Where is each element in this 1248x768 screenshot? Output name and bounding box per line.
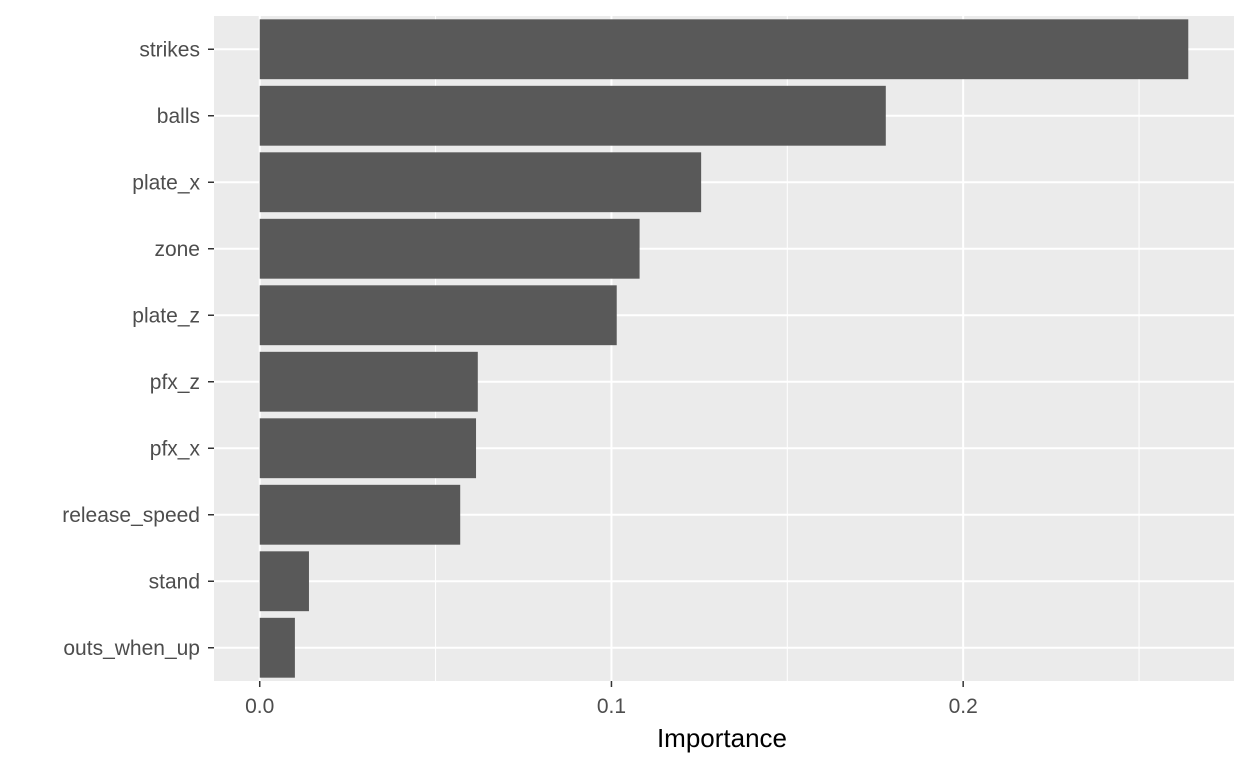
y-tick-label: plate_z: [132, 304, 200, 327]
x-axis: 0.0 0.1 0.2: [245, 681, 978, 718]
bar-plate-x: [259, 152, 702, 213]
y-tick-label: plate_x: [132, 171, 200, 194]
bar-zone: [259, 218, 640, 279]
bar-pfx-x: [259, 418, 477, 479]
x-tick-label: 0.1: [597, 695, 626, 718]
x-axis-title: Importance: [657, 723, 787, 753]
bar-outs-when-up: [259, 617, 295, 678]
y-tick-label: balls: [157, 105, 200, 128]
y-tick-label: pfx_z: [150, 371, 200, 394]
y-tick-label: outs_when_up: [63, 637, 200, 660]
x-tick-label: 0.2: [949, 695, 978, 718]
x-tick-label: 0.0: [245, 695, 274, 718]
bar-strikes: [259, 19, 1189, 80]
bar-release-speed: [259, 484, 461, 545]
bars: [259, 19, 1189, 678]
bar-balls: [259, 85, 886, 146]
y-tick-label: release_speed: [62, 504, 200, 527]
y-tick-label: pfx_x: [150, 437, 201, 460]
bar-stand: [259, 551, 309, 612]
bar-plate-z: [259, 285, 617, 346]
y-tick-label: zone: [154, 238, 200, 261]
bar-pfx-z: [259, 351, 478, 412]
y-tick-label: strikes: [139, 38, 200, 61]
y-tick-label: stand: [149, 570, 200, 593]
